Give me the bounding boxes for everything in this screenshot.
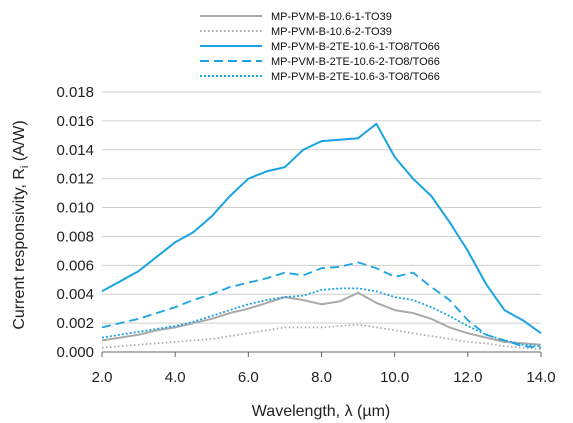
x-tick-label: 8.0 (311, 369, 332, 386)
y-tick-label: 0.010 (56, 200, 94, 217)
x-tick-label: 6.0 (238, 369, 259, 386)
y-axis-title-main: Current responsivity, R (11, 168, 28, 330)
series-line-5 (101, 287, 542, 348)
x-tick-label: 10.0 (380, 369, 409, 386)
y-tick-label: 0.008 (56, 228, 94, 245)
axes: 0.000 0.002 0.004 0.006 0.008 0.010 0.012 0.014… (56, 84, 555, 386)
legend: MP-PVM-B-10.6-1-TO39 MP-PVM-B-10.6-2-TO39… (200, 11, 440, 83)
x-tick-label: 12.0 (453, 369, 482, 386)
legend-label-1: MP-PVM-B-10.6-1-TO39 (271, 11, 392, 23)
x-tick-label: 4.0 (165, 369, 186, 386)
y-tick-label: 0.006 (56, 257, 94, 274)
legend-label-5: MP-PVM-B-2TE-10.6-3-TO8/TO66 (271, 71, 440, 83)
series-line-4 (101, 261, 542, 349)
y-tick-label: 0.002 (56, 315, 94, 332)
y-tick-label: 0.018 (56, 84, 94, 101)
x-tick-label: 2.0 (92, 369, 113, 386)
series-line-1 (101, 291, 542, 346)
legend-label-3: MP-PVM-B-2TE-10.6-1-TO8/TO66 (271, 41, 440, 53)
y-tick-label: 0.004 (56, 286, 94, 303)
y-tick-label: 0.000 (56, 344, 94, 361)
series-group (101, 122, 542, 350)
y-axis-title-unit: (A/W) (11, 120, 28, 165)
y-tick-label: 0.012 (56, 171, 94, 188)
series-line-3 (101, 122, 542, 335)
y-axis-title: Current responsivity, Ri (A/W) (11, 120, 31, 329)
y-tick-label: 0.014 (56, 142, 94, 159)
legend-label-2: MP-PVM-B-10.6-2-TO39 (271, 26, 392, 38)
series-line-2 (101, 323, 542, 350)
x-axis-title: Wavelength, λ (µm) (252, 403, 390, 420)
legend-label-4: MP-PVM-B-2TE-10.6-2-TO8/TO66 (271, 56, 440, 68)
y-tick-label: 0.016 (56, 113, 94, 130)
y-axis-title-sub: i (19, 166, 31, 168)
x-tick-label: 14.0 (526, 369, 555, 386)
grid-lines (102, 91, 541, 324)
